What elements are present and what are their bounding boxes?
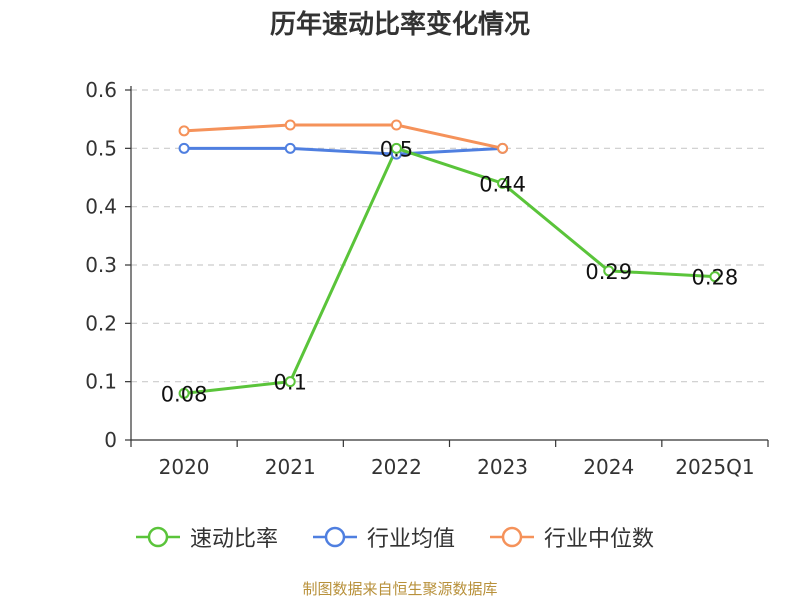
y-tick-label: 0.3 — [85, 253, 117, 277]
data-point — [603, 265, 615, 277]
legend-marker-icon — [136, 526, 180, 548]
x-tick-label: 2023 — [477, 455, 528, 479]
data-label: 0.08 — [161, 382, 208, 406]
data-point — [284, 376, 296, 388]
legend-item-industry-median[interactable]: 行业中位数 — [488, 520, 654, 554]
legend-label: 行业均值 — [367, 527, 456, 552]
chart-title: 历年速动比率变化情况 — [269, 10, 530, 40]
legend: 速动比率 行业均值 行业中位数 — [0, 520, 800, 554]
legend-item-quick-ratio[interactable]: 速动比率 — [134, 520, 278, 554]
legend-label: 速动比率 — [190, 527, 279, 552]
data-point — [497, 142, 509, 154]
data-point — [178, 387, 190, 399]
y-tick-label: 0.6 — [85, 78, 117, 102]
data-point — [390, 142, 402, 154]
legend-marker-icon — [313, 526, 357, 548]
data-label: 0.44 — [479, 172, 526, 196]
data-points — [178, 119, 721, 399]
y-tick-label: 0 — [104, 428, 117, 452]
series-line-0 — [183, 146, 715, 395]
x-tick-label: 2025Q1 — [675, 455, 754, 479]
series-lines — [183, 123, 715, 395]
data-point — [178, 125, 190, 137]
x-tick-label: 2024 — [583, 455, 634, 479]
data-label: 0.29 — [585, 260, 632, 284]
legend-label: 行业中位数 — [544, 527, 655, 552]
data-label: 0.28 — [692, 266, 739, 290]
series-line-2 — [184, 123, 503, 150]
x-tick-label: 2020 — [159, 455, 210, 479]
data-label: 0.5 — [380, 137, 413, 161]
data-point — [284, 119, 296, 131]
y-tick-label: 0.2 — [85, 311, 117, 335]
data-point — [390, 119, 402, 131]
x-tick-label: 2022 — [371, 455, 422, 479]
y-tick-label: 0.5 — [85, 136, 117, 160]
y-tick-label: 0.1 — [85, 370, 117, 394]
data-labels: 0.08 0.1 0.5 0.44 0.29 0.28 — [161, 137, 739, 406]
legend-marker-icon — [490, 526, 534, 548]
data-point — [178, 142, 190, 154]
grid-lines — [131, 89, 768, 383]
y-tick-label: 0.4 — [85, 195, 117, 219]
data-point — [709, 271, 721, 283]
axes: 0 0.1 0.2 0.3 0.4 0.5 0.6 2020 2021 2022 2023 2024 2… — [85, 78, 769, 479]
data-label: 0.1 — [274, 371, 307, 395]
legend-item-industry-mean[interactable]: 行业均值 — [311, 520, 455, 554]
data-point — [284, 142, 296, 154]
data-source-note: 制图数据来自恒生聚源数据库 — [302, 580, 498, 598]
series-line-1 — [184, 146, 503, 156]
x-tick-label: 2021 — [265, 455, 316, 479]
data-point — [497, 177, 509, 189]
